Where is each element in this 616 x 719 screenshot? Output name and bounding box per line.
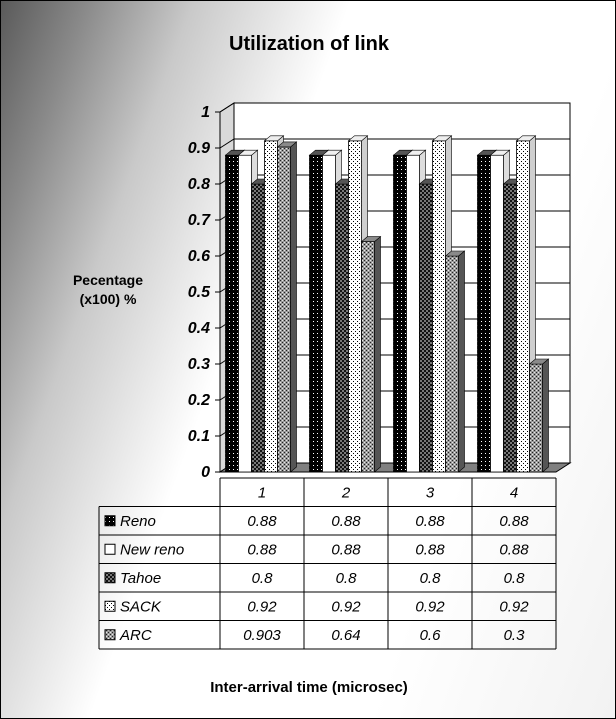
y-tick-label: 0.5 [188, 284, 211, 301]
y-tick-label: 1 [201, 104, 210, 121]
bar [516, 140, 530, 473]
bar-side [374, 235, 381, 473]
gridline [219, 138, 570, 149]
y-tick-label: 0 [201, 464, 210, 481]
data-label: 0.903 [243, 627, 281, 644]
data-label: 0.88 [499, 513, 529, 530]
bar [361, 241, 375, 473]
bar-side [542, 358, 549, 473]
bar [348, 140, 362, 473]
data-label: 0.88 [247, 541, 277, 558]
bar [335, 183, 349, 473]
bar-top [237, 149, 259, 156]
bar-top [515, 135, 537, 142]
data-label: 0.64 [331, 627, 360, 644]
bar-top [360, 236, 382, 242]
y-tick-label: 0.7 [188, 212, 211, 229]
bar [477, 154, 491, 473]
data-label: 0.3 [504, 627, 526, 644]
x-axis-label: Inter-arrival time (microsec) [210, 679, 408, 696]
data-label: 0.88 [415, 541, 445, 558]
data-label: 0.92 [499, 598, 529, 615]
bar [277, 146, 291, 473]
bar [264, 140, 278, 473]
bar-top [347, 135, 369, 142]
bar [445, 255, 459, 473]
data-label: 0.92 [415, 598, 445, 615]
data-label: 0.88 [415, 513, 445, 530]
bar-top [489, 149, 511, 156]
bar-side [290, 141, 297, 473]
data-label: 0.6 [420, 627, 442, 644]
bar [251, 183, 265, 473]
bar [490, 154, 504, 473]
bar-top [321, 149, 343, 156]
legend-entry: Reno [120, 513, 156, 530]
y-axis-label-line-2: (x100) % [79, 291, 137, 307]
bar-top [276, 141, 298, 148]
bar-top [528, 358, 550, 365]
bar-top [263, 135, 285, 142]
bar [503, 183, 517, 473]
x-category-label: 2 [341, 484, 351, 501]
y-tick-label: 0.2 [188, 392, 210, 409]
bar-top [444, 250, 466, 257]
y-tick-label: 0.4 [188, 320, 210, 337]
bar-top [405, 149, 427, 156]
y-tick-label: 0.8 [188, 176, 210, 193]
data-label: 0.88 [499, 541, 529, 558]
y-tick-label: 0.6 [188, 248, 210, 265]
legend-entry: ARC [119, 627, 152, 644]
legend-entry: New reno [120, 541, 184, 558]
bar [225, 154, 239, 473]
data-label: 0.8 [252, 570, 274, 587]
data-label: 0.8 [504, 570, 526, 587]
data-label: 0.88 [247, 513, 277, 530]
chart-title: Utilization of link [229, 33, 389, 55]
bar [238, 154, 252, 473]
gridline [219, 102, 570, 113]
data-label: 0.8 [336, 570, 358, 587]
data-label: 0.92 [331, 598, 361, 615]
bar [419, 183, 433, 473]
bar [406, 154, 420, 473]
bar [432, 140, 446, 473]
bar [393, 154, 407, 473]
legend-swatch [104, 629, 116, 641]
y-axis-label: Pecentage (x100) % [53, 271, 163, 309]
data-label: 0.8 [420, 570, 442, 587]
x-category-label: 4 [510, 484, 518, 501]
y-tick-label: 0.1 [188, 428, 210, 445]
bar-side [458, 250, 465, 473]
y-tick-label: 0.9 [188, 140, 210, 157]
y-axis-label-line-1: Pecentage [72, 272, 144, 288]
bar-top [431, 135, 453, 142]
data-label: 0.88 [331, 513, 361, 530]
legend-swatch [104, 600, 116, 612]
legend-entry: Tahoe [120, 570, 161, 587]
bar [529, 363, 543, 473]
legend-swatch [104, 515, 116, 527]
bar [322, 154, 336, 473]
legend-swatch [104, 543, 116, 555]
x-category-label: 1 [258, 484, 266, 501]
legend-swatch [104, 572, 116, 584]
x-category-label: 3 [426, 484, 435, 501]
data-label: 0.92 [247, 598, 277, 615]
y-tick-label: 0.3 [188, 356, 210, 373]
data-label: 0.88 [331, 541, 361, 558]
legend-entry: SACK [120, 598, 162, 615]
bar [309, 154, 323, 473]
